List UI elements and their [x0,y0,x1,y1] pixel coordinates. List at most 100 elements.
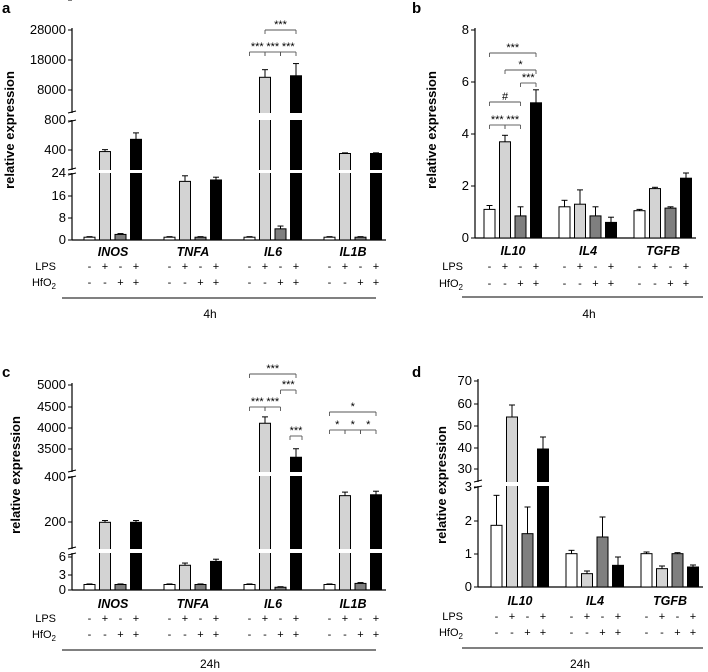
bar-a-il6-lps-hfo2 [290,75,302,241]
bar-a-tnfa-lps [179,180,191,241]
bar-a-inos-lps [99,151,111,241]
significance-label-a: *** [266,41,280,53]
axis-break-mark-a [67,172,77,176]
hfo2-sign-a: + [197,277,203,289]
bar-break-gap-c [158,472,226,476]
lps-row-label-d: LPS [442,611,463,623]
bar-a-tnfa-control [163,236,176,241]
y-tick-label-a: 8 [59,210,66,225]
lps-sign-c: + [262,613,268,625]
hfo2-sign-d: + [599,627,605,639]
lps-sign-c: + [293,613,299,625]
hfo2-sign-c: - [328,629,332,641]
bar-c-inos-lps [99,521,111,591]
y-tick-label-d: 1 [465,546,472,561]
bar-b-il10-hfo2 [514,215,527,239]
gene-label-b-il4: IL4 [579,244,597,258]
lps-sign-c: - [119,613,123,625]
y-tick-label-c: 3000 [37,0,66,3]
axis-break-mark-c [67,546,77,550]
lps-sign-b: - [669,261,673,273]
bar-break-gap-c [318,549,386,553]
y-tick-label-d: 70 [458,373,472,388]
lps-sign-c: + [182,613,188,625]
significance-label-c: *** [266,396,280,408]
y-tick-label-c: 4000 [37,420,66,435]
significance-label-a: *** [282,41,296,53]
hfo2-sign-a: - [328,277,332,289]
lps-sign-a: - [119,261,123,273]
gene-label-b-tgfb: TGFB [646,244,680,258]
lps-sign-d: + [659,611,665,623]
bar-a-il6-lps [259,76,271,241]
significance-label-c: *** [266,363,280,375]
bar-a-inos-lps-hfo2 [130,138,142,241]
significance-label-b: * [518,59,523,71]
lps-sign-b: + [652,261,658,273]
significance-label-b: *** [522,72,536,84]
significance-label-c: *** [251,396,265,408]
lps-sign-d: + [540,611,546,623]
hfo2-sign-d: - [660,627,664,639]
significance-label-c: *** [282,379,296,391]
axis-break-mark-c [67,475,77,479]
bar-b-tgfb-lps [649,188,661,239]
bar-a-inos-hfo2 [114,233,127,241]
hfo2-sign-a: + [213,277,219,289]
bar-break-gap-c [238,472,306,476]
hfo2-sign-d: - [495,627,499,639]
y-tick-label-d: 30 [458,461,472,476]
y-tick-label-d: 40 [458,440,472,455]
significance-label-c: * [335,419,340,431]
lps-sign-a: - [248,261,252,273]
y-tick-label-b: 8 [462,22,469,37]
axis-break-mark-a [67,167,77,171]
timepoint-label-b: 4h [582,307,595,321]
hfo2-sign-b: - [563,278,567,290]
y-tick-label-c: 3 [59,567,66,582]
hfo2-sign-a: + [277,277,283,289]
gene-label-a-tnfa: TNFA [177,245,210,259]
gene-label-c-il6: IL6 [264,597,283,611]
hfo2-sign-b: + [608,278,614,290]
lps-sign-d: + [509,611,515,623]
bar-b-il4-control [558,206,571,239]
lps-sign-d: + [690,611,696,623]
hfo2-sign-d: + [615,627,621,639]
timepoint-label-d: 24h [570,657,590,671]
hfo2-sign-b: + [667,278,673,290]
hfo2-sign-d: + [674,627,680,639]
lps-sign-d: - [601,611,605,623]
bar-break-gap-c [78,472,146,476]
bar-b-tgfb-control [633,210,646,239]
bar-b-il10-lps [499,141,511,239]
gene-label-a-inos: INOS [98,245,129,259]
hfo2-sign-c: - [263,629,267,641]
lps-sign-a: + [293,261,299,273]
hfo2-sign-d: - [570,627,574,639]
hfo2-row-label-a: HfO2 [32,277,57,291]
bar-c-inos-control [83,584,96,591]
lps-sign-a: - [199,261,203,273]
lps-sign-d: - [676,611,680,623]
hfo2-sign-b: + [683,278,689,290]
lps-sign-d: + [584,611,590,623]
lps-sign-c: - [88,613,92,625]
hfo2-sign-a: - [343,277,347,289]
y-tick-label-b: 4 [462,126,469,141]
bar-break-gap-d [635,482,703,486]
bar-a-il1b-hfo2 [354,236,367,241]
hfo2-sign-a: - [183,277,187,289]
y-tick-label-c: 3500 [37,441,66,456]
axis-break-mark-d [473,479,483,483]
bar-d-il4-lps [581,573,593,588]
lps-sign-c: - [199,613,203,625]
bar-break-gap-a [78,113,146,120]
bar-d-il10-lps-hfo2 [537,448,549,588]
bar-a-tnfa-hfo2 [194,236,207,241]
hfo2-sign-b: - [638,278,642,290]
lps-sign-a: + [373,261,379,273]
bar-d-il10-control [490,524,503,588]
bar-c-il6-control [243,584,256,591]
axis-break-mark-c [67,469,77,473]
